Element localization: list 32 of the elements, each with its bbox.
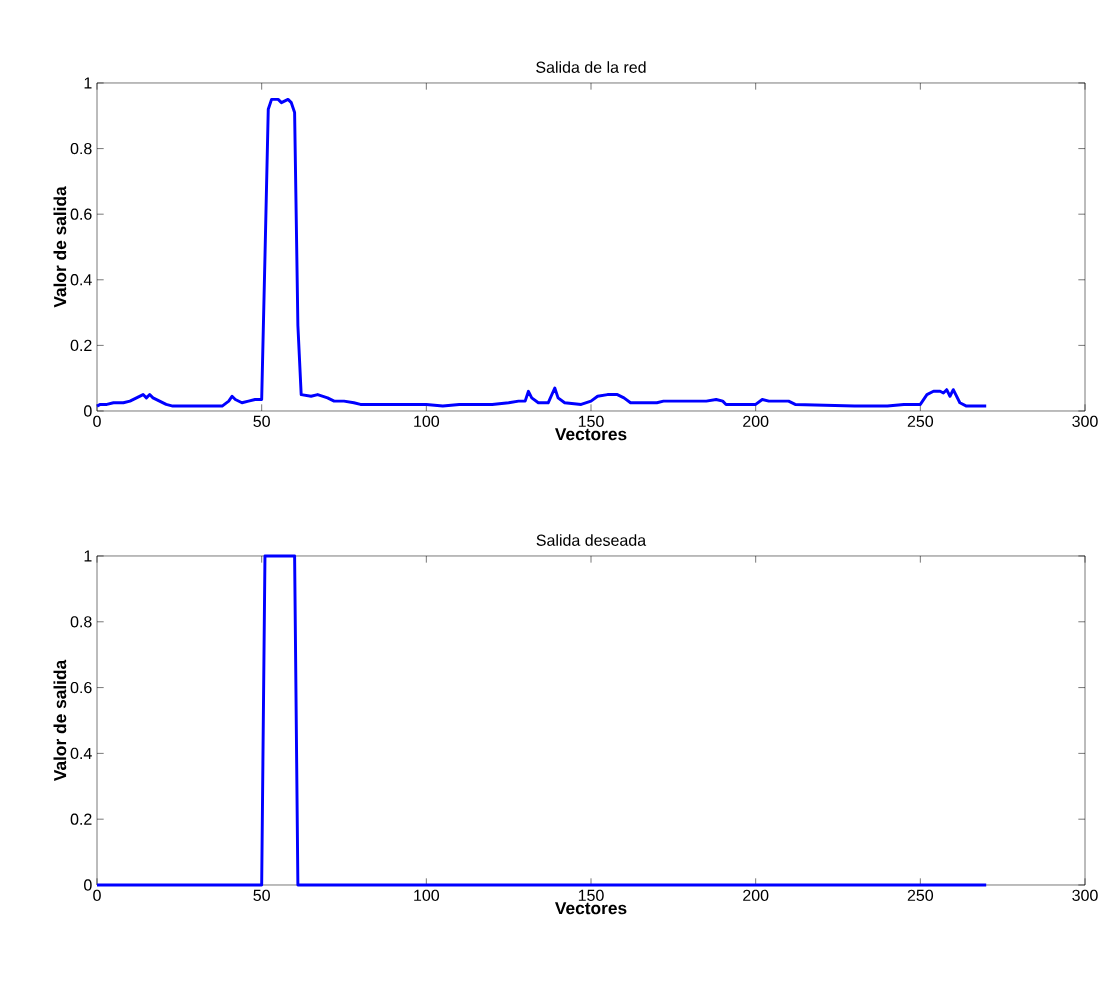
x-axis-title: Vectores: [555, 902, 627, 915]
chart-title: Salida de la red: [536, 61, 646, 73]
y-tick-label: 1: [84, 77, 92, 89]
x-tick-label: 150: [578, 415, 604, 428]
x-tick-label: 50: [253, 889, 270, 902]
y-tick-label: 0.4: [70, 747, 92, 760]
x-tick-label: 250: [907, 889, 934, 902]
x-tick-label: 150: [578, 889, 604, 902]
x-tick-label: 300: [1072, 415, 1098, 428]
x-tick-label: 200: [743, 415, 769, 428]
y-tick-label: 0.2: [70, 813, 92, 825]
x-tick-label: 100: [414, 415, 440, 428]
y-tick-label: 0.8: [70, 616, 92, 628]
x-tick-label: 300: [1072, 889, 1098, 902]
x-tick-label: 50: [253, 415, 270, 428]
x-axis-title: Vectores: [555, 428, 627, 441]
x-tick-label: 0: [93, 889, 101, 902]
x-tick-label: 100: [414, 889, 440, 902]
y-tick-label: 0.6: [70, 208, 92, 220]
chart-title: Salida deseada: [536, 534, 647, 546]
y-tick-label: 0.6: [70, 681, 92, 694]
y-tick-label: 1: [84, 550, 92, 562]
x-tick-label: 250: [907, 415, 934, 428]
y-axis-title: Valor de salida: [53, 659, 67, 782]
x-tick-label: 0: [93, 415, 101, 428]
y-tick-label: 0.8: [70, 142, 92, 155]
y-tick-label: 0: [84, 405, 92, 417]
y-tick-label: 0.4: [70, 274, 92, 286]
y-tick-label: 0: [84, 879, 92, 891]
y-axis-title: Valor de salida: [53, 186, 67, 308]
y-tick-label: 0.2: [70, 339, 92, 352]
x-tick-label: 200: [743, 889, 769, 902]
